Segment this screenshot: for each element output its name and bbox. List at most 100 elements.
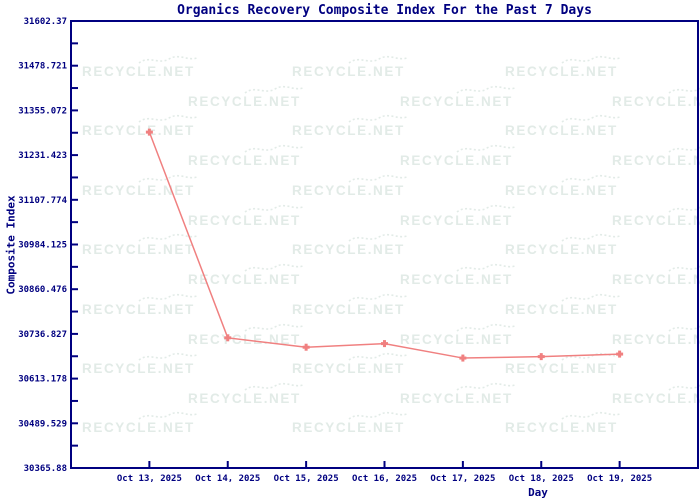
data-point [539, 353, 543, 361]
watermark: RECYCLE.NET [188, 204, 304, 228]
chart-title: Organics Recovery Composite Index For th… [177, 3, 592, 18]
watermark-text: RECYCLE.NET [612, 391, 700, 406]
watermark-text: RECYCLE.NET [188, 212, 301, 228]
swoosh-icon [348, 352, 408, 361]
watermark-text: RECYCLE.NET [82, 123, 195, 139]
swoosh-icon [138, 55, 198, 64]
swoosh-icon [456, 264, 516, 272]
watermark: RECYCLE.NET [188, 145, 304, 169]
swoosh-icon [561, 293, 621, 302]
data-point [618, 350, 622, 358]
swoosh-icon [348, 115, 408, 124]
watermark: RECYCLE.NET [400, 323, 516, 347]
y-tick-label: 30489.529 [18, 419, 67, 429]
watermark: RECYCLE.NET [505, 55, 621, 79]
watermark: RECYCLE.NET [505, 234, 621, 258]
watermark-text: RECYCLE.NET [188, 153, 301, 169]
y-tick-label: 31355.072 [18, 106, 67, 116]
y-tick-label: 31231.423 [18, 151, 67, 161]
watermark-text: RECYCLE.NET [82, 242, 195, 258]
watermark: RECYCLE.NET [292, 234, 408, 258]
watermark-text: RECYCLE.NET [292, 123, 405, 139]
watermark-text: RECYCLE.NET [505, 361, 618, 376]
watermark-text: RECYCLE.NET [82, 64, 195, 79]
swoosh-icon [244, 323, 304, 332]
swoosh-icon [456, 145, 516, 154]
watermark-text: RECYCLE.NET [292, 242, 405, 258]
watermark: RECYCLE.NET [292, 55, 408, 79]
watermark-text: RECYCLE.NET [292, 361, 405, 376]
watermark: RECYCLE.NET [400, 264, 516, 288]
watermark: RECYCLE.NET [505, 412, 621, 435]
watermark: RECYCLE.NET [82, 412, 198, 435]
data-point [147, 128, 151, 136]
watermark: RECYCLE.NET [292, 174, 408, 198]
y-tick-label: 30860.476 [18, 285, 67, 295]
swoosh-icon [561, 115, 621, 124]
swoosh-icon [244, 382, 304, 391]
swoosh-icon [348, 293, 408, 302]
swoosh-icon [348, 174, 408, 183]
y-tick-label: 30736.827 [18, 330, 67, 340]
swoosh-icon [244, 85, 304, 94]
watermark-text: RECYCLE.NET [82, 301, 195, 317]
watermark-text: RECYCLE.NET [400, 391, 513, 406]
x-tick-label: Oct 14, 2025 [195, 474, 260, 484]
data-point [304, 343, 308, 351]
watermark: RECYCLE.NET [292, 412, 408, 436]
watermark-text: RECYCLE.NET [82, 182, 195, 198]
swoosh-icon [561, 352, 621, 361]
watermark: RECYCLE.NET [505, 174, 621, 198]
watermark-text: RECYCLE.NET [612, 212, 700, 228]
swoosh-icon [138, 234, 198, 242]
swoosh-icon [561, 174, 621, 183]
watermark: RECYCLE.NET [400, 382, 516, 406]
watermark-text: RECYCLE.NET [400, 94, 513, 109]
watermark: RECYCLE.NET [82, 55, 198, 79]
swoosh-icon [138, 293, 198, 302]
watermark-text: RECYCLE.NET [188, 272, 301, 288]
swoosh-icon [456, 323, 516, 332]
watermark-text: RECYCLE.NET [505, 242, 618, 258]
watermark: RECYCLE.NET [188, 264, 304, 288]
watermark-text: RECYCLE.NET [292, 420, 405, 436]
swoosh-icon [561, 234, 621, 242]
data-point [226, 334, 230, 342]
watermark-text: RECYCLE.NET [400, 153, 513, 169]
y-tick-label: 31602.37 [24, 17, 67, 27]
swoosh-icon [244, 145, 304, 154]
watermark-text: RECYCLE.NET [292, 64, 405, 79]
swoosh-icon [138, 412, 198, 421]
swoosh-icon [561, 55, 621, 64]
y-tick-label: 30984.125 [18, 241, 67, 251]
watermark-text: RECYCLE.NET [505, 182, 618, 198]
watermark-text: RECYCLE.NET [612, 272, 700, 288]
swoosh-icon [244, 204, 304, 213]
x-axis-title: Day [528, 486, 548, 499]
watermark: RECYCLE.NET [400, 204, 516, 228]
swoosh-icon [348, 55, 408, 64]
watermark-text: RECYCLE.NET [400, 331, 513, 347]
swoosh-icon [561, 412, 621, 421]
y-tick-label: 30365.88 [24, 464, 67, 474]
watermark: RECYCLE.NET [82, 293, 198, 317]
y-tick-label: 31107.774 [18, 196, 67, 206]
watermark: RECYCLE.NET [400, 85, 516, 109]
x-tick-label: Oct 19, 2025 [587, 474, 652, 484]
x-tick-label: Oct 13, 2025 [117, 474, 182, 484]
watermark-text: RECYCLE.NET [505, 123, 618, 139]
watermark-text: RECYCLE.NET [82, 361, 195, 376]
watermark: RECYCLE.NET [82, 115, 198, 139]
watermark-text: RECYCLE.NET [188, 391, 301, 406]
watermark-text: RECYCLE.NET [292, 182, 405, 198]
watermark: RECYCLE.NET [505, 115, 621, 139]
y-tick-label: 30613.178 [18, 375, 67, 385]
watermark-text: RECYCLE.NET [505, 301, 618, 317]
x-tick-label: Oct 17, 2025 [430, 474, 495, 484]
watermark-text: RECYCLE.NET [400, 212, 513, 228]
watermark: RECYCLE.NET [292, 352, 408, 376]
watermark-text: RECYCLE.NET [400, 272, 513, 288]
watermark: RECYCLE.NET [505, 293, 621, 317]
